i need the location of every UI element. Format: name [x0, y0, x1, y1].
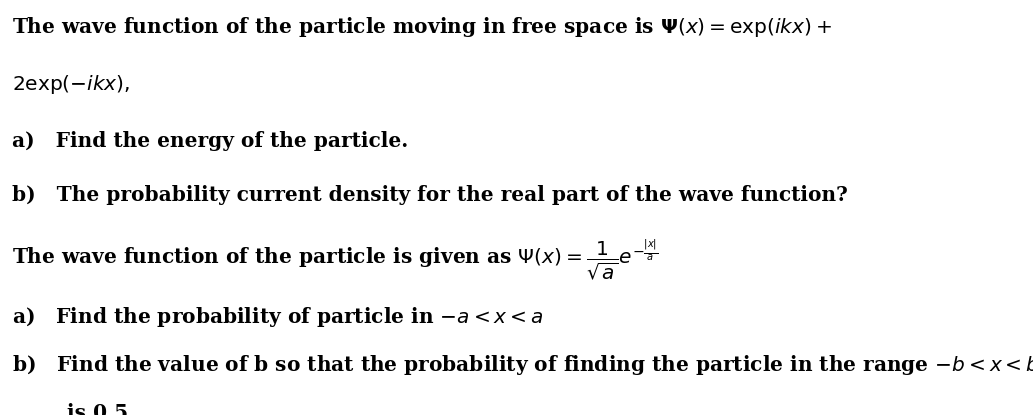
Text: a)   Find the energy of the particle.: a) Find the energy of the particle.	[12, 131, 409, 151]
Text: $2\mathrm{exp}(-ikx),$: $2\mathrm{exp}(-ikx),$	[12, 73, 130, 95]
Text: b)   The probability current density for the real part of the wave function?: b) The probability current density for t…	[12, 185, 848, 205]
Text: The wave function of the particle is given as $\Psi(x) = \dfrac{1}{\sqrt{a}}e^{-: The wave function of the particle is giv…	[12, 239, 659, 283]
Text: a)   Find the probability of particle in $-a < x < a$: a) Find the probability of particle in $…	[12, 305, 543, 329]
Text: b)   Find the value of b so that the probability of finding the particle in the : b) Find the value of b so that the proba…	[12, 353, 1033, 377]
Text: The wave function of the particle moving in free space is $\mathbf{\Psi}(x) = \m: The wave function of the particle moving…	[12, 15, 833, 39]
Text: is 0.5.: is 0.5.	[67, 403, 135, 415]
